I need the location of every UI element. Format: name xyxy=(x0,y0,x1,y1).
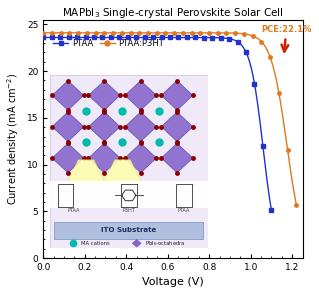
Text: PCE:22.1%: PCE:22.1% xyxy=(261,25,312,52)
Title: MAPbI$_3$ Single-crystal Perovskite Solar Cell: MAPbI$_3$ Single-crystal Perovskite Sola… xyxy=(62,6,284,20)
X-axis label: Voltage (V): Voltage (V) xyxy=(142,277,204,287)
Legend: PTAA, PTAA:P3HT: PTAA, PTAA:P3HT xyxy=(50,36,167,52)
Y-axis label: Current density (mA cm$^{-2}$): Current density (mA cm$^{-2}$) xyxy=(5,73,21,205)
